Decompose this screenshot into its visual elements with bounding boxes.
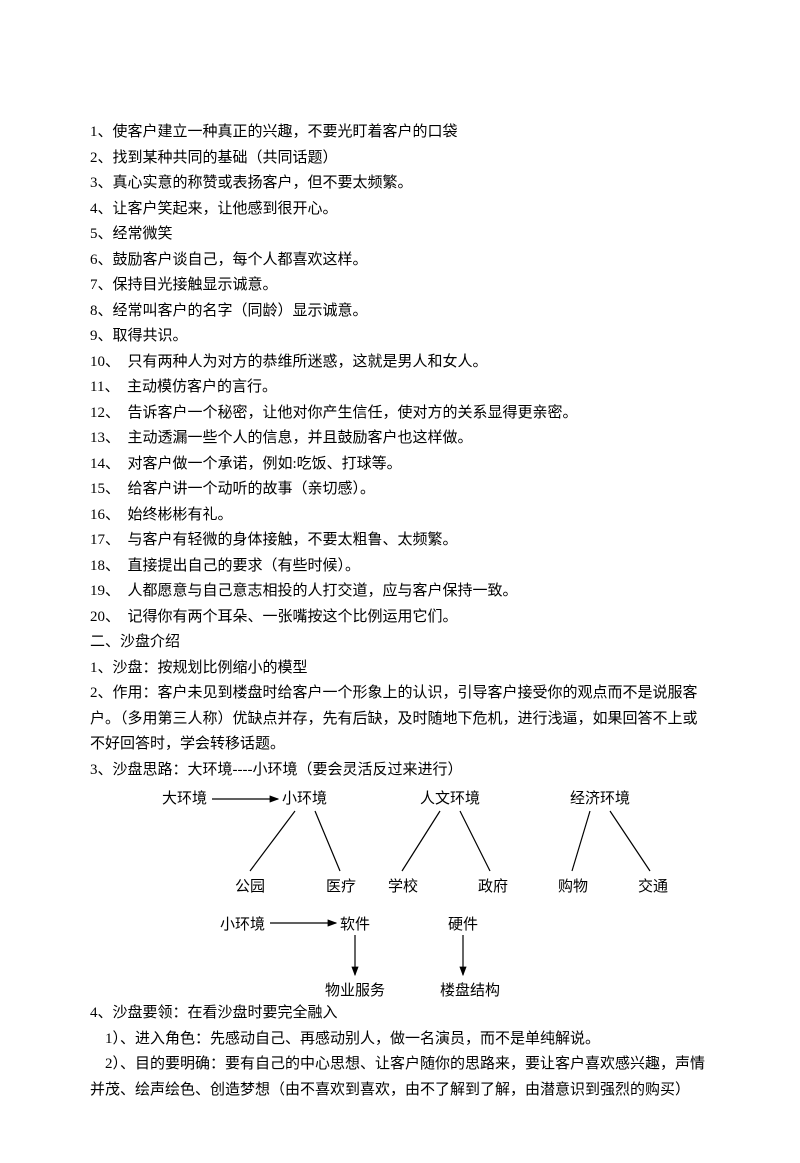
- diagram-node: 购物: [558, 875, 588, 901]
- diagram-node: 医疗: [326, 875, 356, 901]
- diagram-node: 交通: [638, 875, 668, 901]
- list-item: 10、 只有两种人为对方的恭维所迷惑，这就是男人和女人。: [90, 350, 710, 376]
- list-item: 16、 始终彬彬有礼。: [90, 503, 710, 529]
- body-text: 3、沙盘思路：大环境----小环境（要会灵活反过来进行）: [90, 758, 710, 784]
- diagram-node: 人文环境: [420, 787, 480, 813]
- diagram-node: 经济环境: [570, 787, 630, 813]
- list-item: 2、找到某种共同的基础（共同话题）: [90, 146, 710, 172]
- body-text: 1、沙盘：按规划比例缩小的模型: [90, 656, 710, 682]
- body-text: 1）、进入角色：先感动自己、再感动别人，做一名演员，而不是单纯解说。: [90, 1027, 710, 1053]
- diagram-node: 软件: [340, 913, 370, 939]
- list-item: 12、 告诉客户一个秘密，让他对你产生信任，使对方的关系显得更亲密。: [90, 401, 710, 427]
- diagram-node: 小环境: [282, 787, 327, 813]
- diagram-node: 硬件: [448, 913, 478, 939]
- list-item: 6、鼓励客户谈自己，每个人都喜欢这样。: [90, 248, 710, 274]
- diagram-node: 大环境: [162, 787, 207, 813]
- body-text: 2、作用：客户未见到楼盘时给客户一个形象上的认识，引导客户接受你的观点而不是说服…: [90, 681, 710, 758]
- list-item: 11、 主动模仿客户的言行。: [90, 375, 710, 401]
- diagram-node: 小环境: [220, 913, 265, 939]
- diagram-node: 学校: [388, 875, 418, 901]
- diagram-node: 楼盘结构: [440, 979, 500, 1005]
- list-item: 14、 对客户做一个承诺，例如:吃饭、打球等。: [90, 452, 710, 478]
- list-item: 7、保持目光接触显示诚意。: [90, 273, 710, 299]
- list-item: 17、 与客户有轻微的身体接触，不要太粗鲁、太频繁。: [90, 528, 710, 554]
- diagram-node: 物业服务: [325, 979, 385, 1005]
- diagram-node: 政府: [478, 875, 508, 901]
- list-item: 13、 主动透漏一些个人的信息，并且鼓励客户也这样做。: [90, 426, 710, 452]
- body-text: 2）、目的要明确：要有自己的中心思想、让客户随你的思路来，要让客户喜欢感兴趣，声…: [90, 1052, 710, 1103]
- list-item: 3、真心实意的称赞或表扬客户，但不要太频繁。: [90, 171, 710, 197]
- list-item: 8、经常叫客户的名字（同龄）显示诚意。: [90, 299, 710, 325]
- section-title: 二、沙盘介绍: [90, 630, 710, 656]
- list-item: 1、使客户建立一种真正的兴趣，不要光盯着客户的口袋: [90, 120, 710, 146]
- list-item: 18、 直接提出自己的要求（有些时候）。: [90, 554, 710, 580]
- list-item: 19、 人都愿意与自己意志相投的人打交道，应与客户保持一致。: [90, 579, 710, 605]
- diagram-environment: 大环境 小环境 人文环境 经济环境 公园 医疗 学校 政府 购物 交通: [90, 787, 710, 897]
- diagram-node: 公园: [235, 875, 265, 901]
- body-text: 4、沙盘要领：在看沙盘时要完全融入: [90, 1001, 710, 1027]
- list-item: 15、 给客户讲一个动听的故事（亲切感）。: [90, 477, 710, 503]
- diagram-software-hardware: 小环境 软件 硬件 物业服务 楼盘结构: [90, 901, 710, 1001]
- list-item: 9、取得共识。: [90, 324, 710, 350]
- numbered-list: 1、使客户建立一种真正的兴趣，不要光盯着客户的口袋2、找到某种共同的基础（共同话…: [90, 120, 710, 630]
- diagram-svg: [90, 901, 710, 1001]
- list-item: 5、经常微笑: [90, 222, 710, 248]
- list-item: 20、 记得你有两个耳朵、一张嘴按这个比例运用它们。: [90, 605, 710, 631]
- document-page: 1、使客户建立一种真正的兴趣，不要光盯着客户的口袋2、找到某种共同的基础（共同话…: [0, 0, 800, 1163]
- list-item: 4、让客户笑起来，让他感到很开心。: [90, 197, 710, 223]
